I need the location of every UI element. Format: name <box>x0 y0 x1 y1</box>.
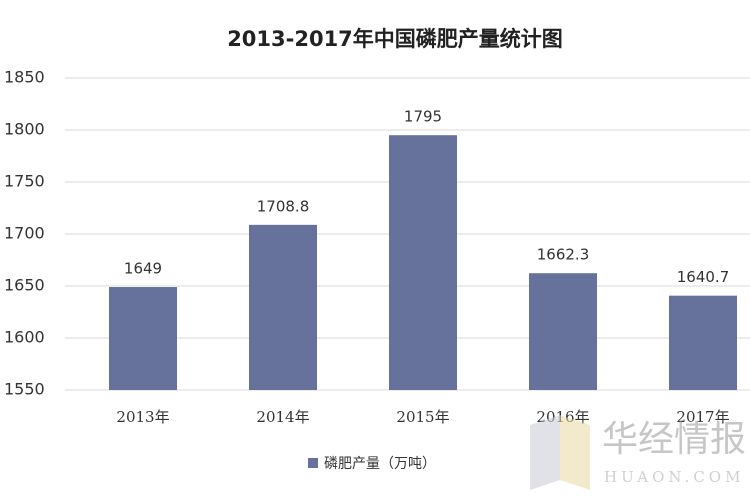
legend-swatch <box>308 458 318 468</box>
y-tick-label: 1600 <box>4 328 45 347</box>
y-tick-label: 1750 <box>4 172 45 191</box>
data-label: 1662.3 <box>537 246 590 264</box>
data-label: 1795 <box>404 108 442 126</box>
watermark-subtext: HUAON.COM <box>604 468 744 486</box>
y-tick-label: 1850 <box>4 68 45 87</box>
watermark-icon <box>530 415 560 490</box>
x-tick-label: 2014年 <box>256 408 309 426</box>
y-tick-label: 1700 <box>4 224 45 243</box>
bar <box>389 135 457 390</box>
y-tick-label: 1550 <box>4 380 45 399</box>
bar <box>669 295 737 390</box>
x-tick-label: 2013年 <box>116 408 169 426</box>
data-label: 1640.7 <box>677 268 730 286</box>
watermark-text: 华经情报 <box>602 419 746 460</box>
bar <box>109 287 177 390</box>
chart-title: 2013-2017年中国磷肥产量统计图 <box>227 27 563 51</box>
y-tick-label: 1800 <box>4 120 45 139</box>
bar <box>249 224 317 390</box>
legend-label: 磷肥产量（万吨） <box>324 456 436 472</box>
data-label: 1649 <box>124 260 162 278</box>
bar <box>529 273 597 390</box>
data-label: 1708.8 <box>257 197 310 215</box>
watermark-icon <box>560 415 590 490</box>
y-tick-label: 1650 <box>4 276 45 295</box>
watermark: 华经情报 HUAON.COM <box>530 415 746 490</box>
x-tick-label: 2017年 <box>676 408 729 426</box>
x-tick-label: 2015年 <box>396 408 449 426</box>
